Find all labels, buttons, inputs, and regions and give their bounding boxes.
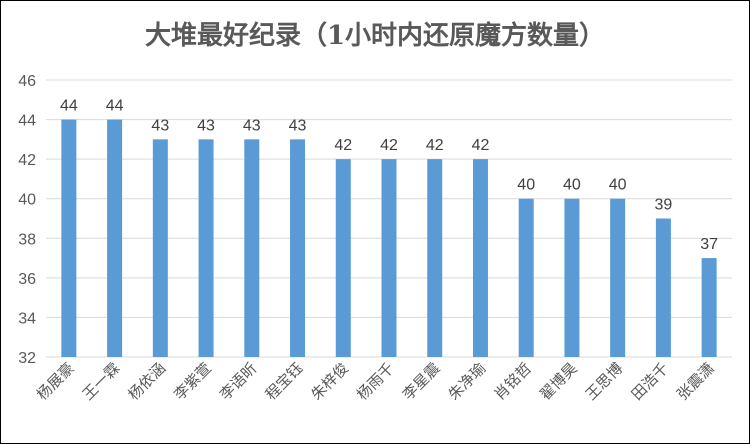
- bars: [61, 119, 717, 357]
- data-label: 42: [380, 137, 398, 154]
- x-tick-label: 杨依涵: [125, 359, 170, 404]
- x-axis: 杨展豪 王一霖 杨依涵 李紫萱 李语昕 程宝钰 朱梓俊 杨雨千 李星震 朱净瑜 肖铭哲 翟博昊 王思博田…: [33, 359, 718, 404]
- x-tick-label: 王思博: [582, 359, 627, 404]
- data-label: 40: [563, 177, 581, 194]
- data-label: 37: [700, 236, 718, 253]
- bar: [107, 119, 123, 357]
- y-tick-label: 42: [18, 152, 36, 169]
- x-tick-label: 李紫萱: [170, 359, 215, 404]
- x-tick-label: 杨展豪: [33, 359, 78, 404]
- x-tick-label: 杨雨千: [353, 359, 398, 404]
- bar: [564, 198, 580, 357]
- y-tick-label: 36: [18, 271, 36, 288]
- y-tick-label: 40: [18, 192, 36, 209]
- x-tick-label: 程宝钰: [262, 359, 307, 404]
- bar: [244, 139, 260, 357]
- bar: [290, 139, 306, 357]
- bar: [701, 258, 717, 357]
- bar: [61, 119, 77, 357]
- bar: [335, 159, 351, 357]
- data-label: 43: [243, 117, 261, 134]
- x-tick-label: 朱净瑜: [445, 359, 490, 404]
- bar: [198, 139, 214, 357]
- x-tick-label: 翟博昊: [536, 359, 581, 404]
- data-label: 42: [472, 137, 490, 154]
- bar: [427, 159, 443, 357]
- y-tick-label: 46: [18, 73, 36, 90]
- bar: [655, 218, 671, 357]
- x-tick-label: 肖铭哲: [490, 359, 535, 404]
- data-label: 43: [151, 117, 169, 134]
- bar: [152, 139, 168, 357]
- data-label: 43: [197, 117, 215, 134]
- x-tick-label: 朱梓俊: [308, 359, 353, 404]
- data-label: 43: [289, 117, 307, 134]
- x-tick-label: 田浩千: [628, 359, 673, 404]
- y-tick-label: 32: [18, 350, 36, 367]
- chart-title: 大堆最好纪录（1小时内还原魔方数量）: [144, 21, 606, 51]
- data-label: 40: [517, 177, 535, 194]
- x-tick-label: 王一霖: [79, 359, 124, 404]
- bar: [518, 198, 534, 357]
- y-tick-label: 34: [18, 310, 36, 327]
- data-label: 40: [609, 177, 627, 194]
- data-label: 42: [426, 137, 444, 154]
- x-tick-label: 张震潇: [673, 359, 718, 404]
- data-label: 44: [106, 98, 124, 115]
- x-tick-label: 李语昕: [216, 359, 261, 404]
- bar: [610, 198, 626, 357]
- data-label: 42: [334, 137, 352, 154]
- data-label: 44: [60, 98, 78, 115]
- bar: [472, 159, 488, 357]
- data-label: 39: [655, 197, 673, 214]
- y-axis: 32 34 36 38 40 42 44 46: [18, 73, 36, 367]
- bar: [381, 159, 397, 357]
- y-tick-label: 38: [18, 231, 36, 248]
- data-labels: 44 44 43 43 43 43 42 42 42 42 40 40 40 39 37: [60, 98, 718, 254]
- x-tick-label: 李星震: [399, 359, 444, 404]
- y-tick-label: 44: [18, 113, 36, 130]
